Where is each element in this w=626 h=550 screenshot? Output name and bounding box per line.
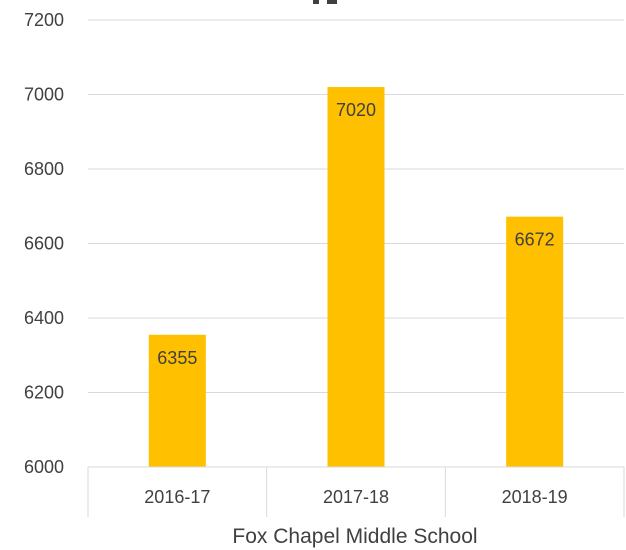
y-tick-label-6200: 6200 [24, 383, 64, 403]
clipped-title-fragment [313, 0, 337, 4]
y-tick-label-6800: 6800 [24, 159, 64, 179]
data-label-2018-19: 6672 [515, 230, 555, 250]
x-tick-label-2017-18: 2017-18 [323, 487, 389, 507]
y-tick-label-7000: 7000 [24, 85, 64, 105]
clipped-title-mark-2 [327, 0, 337, 4]
bar-2018-19 [506, 216, 564, 467]
x-axis [87, 466, 625, 517]
x-tick-label-2016-17: 2016-17 [144, 487, 210, 507]
y-tick-label-7200: 7200 [24, 10, 64, 30]
bar-2016-17 [148, 334, 206, 467]
clipped-title-mark-1 [313, 0, 319, 4]
data-label-2016-17: 6355 [157, 348, 197, 368]
x-axis-title: Fox Chapel Middle School [232, 525, 477, 548]
y-tick-label-6000: 6000 [24, 457, 64, 477]
data-labels: 6355 7020 6672 [157, 100, 554, 368]
x-axis-category-labels: 2016-17 2017-18 2018-19 [144, 487, 567, 507]
y-tick-label-6400: 6400 [24, 308, 64, 328]
x-tick-label-2018-19: 2018-19 [502, 487, 568, 507]
bar-2017-18 [327, 87, 385, 468]
bars [148, 87, 564, 468]
data-label-2017-18: 7020 [336, 100, 376, 120]
y-axis-tick-labels: 6000 6200 6400 6600 6800 7000 7200 [24, 10, 64, 477]
y-tick-label-6600: 6600 [24, 234, 64, 254]
